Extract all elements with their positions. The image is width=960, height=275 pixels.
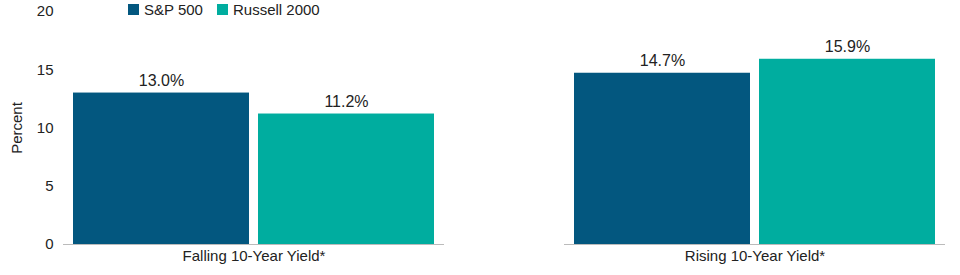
svg-text:20: 20 bbox=[37, 2, 54, 19]
svg-text:10: 10 bbox=[37, 119, 54, 136]
svg-text:15: 15 bbox=[37, 61, 54, 78]
svg-text:5: 5 bbox=[45, 177, 53, 194]
svg-text:15.9%: 15.9% bbox=[825, 38, 870, 55]
svg-text:Rising 10-Year Yield*: Rising 10-Year Yield* bbox=[685, 247, 826, 264]
svg-text:0: 0 bbox=[45, 235, 53, 252]
svg-text:14.7%: 14.7% bbox=[640, 52, 685, 69]
html-text:Russell 2000: Russell 2000 bbox=[233, 1, 320, 18]
html-text:S&P 500: S&P 500 bbox=[144, 1, 203, 18]
svg-text:Falling 10-Year Yield*: Falling 10-Year Yield* bbox=[183, 247, 326, 264]
svg-text:13.0%: 13.0% bbox=[139, 72, 184, 89]
svg-text:Percent: Percent bbox=[8, 101, 25, 154]
svg-text:11.2%: 11.2% bbox=[324, 93, 368, 110]
